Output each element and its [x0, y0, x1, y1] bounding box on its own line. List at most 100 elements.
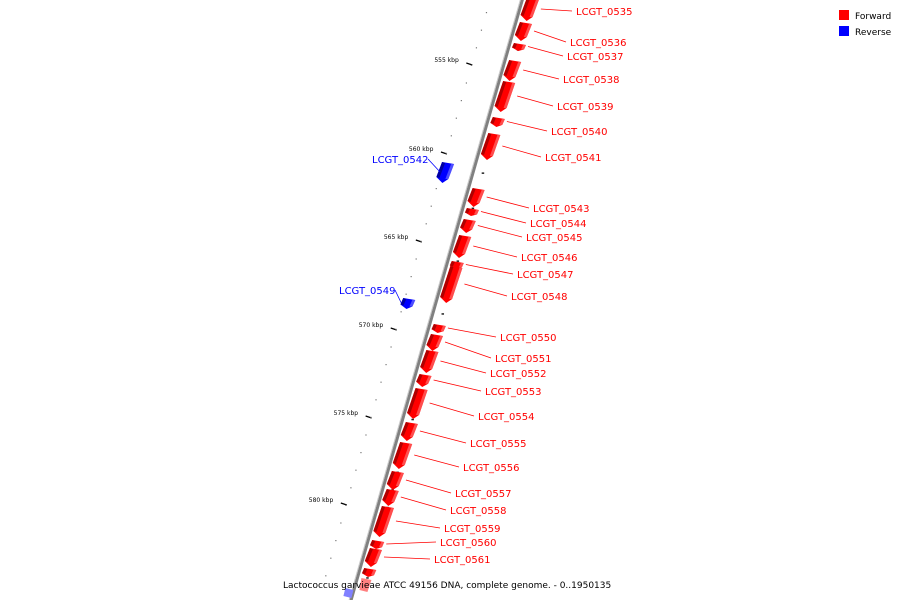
gene-feature[interactable] — [512, 43, 527, 51]
minor-tick — [445, 152, 447, 154]
minor-tick — [345, 504, 347, 506]
label-leader — [433, 379, 482, 392]
gene-feature[interactable] — [494, 81, 516, 112]
gene-label[interactable]: LCGT_0553 — [485, 387, 542, 398]
major-tick — [340, 502, 347, 506]
legend-forward-swatch — [839, 10, 849, 20]
gene-shade — [382, 489, 390, 501]
minor-tick — [455, 117, 457, 119]
gene-feature[interactable] — [373, 506, 394, 537]
label-leader — [447, 327, 497, 338]
gene-label[interactable]: LCGT_0549 — [339, 286, 396, 297]
gene-label[interactable]: LCGT_0535 — [576, 7, 633, 18]
label-leader — [527, 46, 564, 57]
gene-label[interactable]: LCGT_0539 — [557, 102, 614, 113]
gene-label[interactable]: LCGT_0542 — [372, 155, 429, 166]
gene-feature[interactable] — [382, 489, 399, 506]
minor-tick — [340, 522, 342, 524]
gene-label[interactable]: LCGT_0560 — [440, 538, 497, 549]
gene-label[interactable]: LCGT_0546 — [521, 253, 578, 264]
minor-tick — [420, 240, 422, 242]
gene-feature[interactable] — [490, 117, 505, 127]
gene-shade — [392, 442, 404, 464]
minor-tick-right — [441, 313, 445, 315]
gene-label[interactable]: LCGT_0557 — [455, 489, 512, 500]
label-leader — [480, 211, 527, 224]
gene-label[interactable]: LCGT_0538 — [563, 75, 620, 86]
gene-label[interactable]: LCGT_0540 — [551, 127, 608, 138]
gene-body — [392, 442, 413, 469]
gene-feature[interactable] — [436, 162, 455, 183]
tick-label: 565 kbp — [384, 234, 409, 241]
label-leader — [414, 454, 460, 468]
gene-shade — [503, 60, 513, 76]
gene-highlight — [370, 570, 377, 576]
gene-label[interactable]: LCGT_0555 — [470, 439, 527, 450]
gene-feature[interactable] — [400, 422, 418, 441]
gene-feature[interactable] — [480, 133, 501, 160]
gene-feature[interactable] — [514, 22, 533, 41]
gene-highlight — [523, 24, 533, 37]
legend-reverse-swatch — [839, 26, 849, 36]
minor-tick-right — [411, 418, 414, 421]
legend-reverse-label: Reverse — [855, 28, 892, 38]
gene-shade — [416, 374, 423, 383]
gene-label[interactable]: LCGT_0537 — [567, 52, 624, 63]
minor-tick — [410, 276, 412, 278]
gene-feature[interactable] — [400, 298, 416, 309]
gene-label[interactable]: LCGT_0543 — [533, 204, 590, 215]
gene-feature[interactable] — [361, 568, 377, 577]
label-leader — [533, 30, 567, 43]
gene-label[interactable]: LCGT_0536 — [570, 38, 627, 49]
gene-feature[interactable] — [416, 374, 432, 387]
gene-shade — [407, 388, 419, 414]
label-leader — [517, 95, 554, 107]
gene-label[interactable]: LCGT_0559 — [444, 524, 501, 535]
gene-label[interactable]: LCGT_0558 — [450, 506, 507, 517]
gene-shade — [460, 219, 467, 229]
gene-feature[interactable] — [369, 540, 385, 549]
gene-label[interactable]: LCGT_0561 — [434, 555, 491, 566]
gene-label[interactable]: LCGT_0548 — [511, 292, 568, 303]
gene-label[interactable]: LCGT_0554 — [478, 412, 535, 423]
gene-feature[interactable] — [386, 471, 404, 490]
gene-feature[interactable] — [426, 334, 444, 351]
gene-label[interactable]: LCGT_0556 — [463, 463, 520, 474]
gene-feature[interactable] — [440, 266, 463, 303]
gene-label[interactable]: LCGT_0551 — [495, 354, 552, 365]
gene-label[interactable]: LCGT_0550 — [500, 333, 557, 344]
gene-feature[interactable] — [431, 324, 446, 333]
gene-feature[interactable] — [407, 388, 428, 419]
gene-labels: LCGT_0535 LCGT_0536 LCGT_0537 LCGT_0538 LCGT… — [339, 7, 633, 566]
label-leader — [477, 225, 523, 238]
gene-feature[interactable] — [460, 219, 476, 233]
tick-label: 575 kbp — [334, 410, 359, 417]
gene-highlight — [429, 352, 439, 369]
gene-feature[interactable] — [503, 60, 522, 81]
gene-shade — [449, 261, 455, 267]
gene-feature[interactable] — [467, 188, 485, 207]
minor-tick — [365, 434, 367, 436]
gene-label[interactable]: LCGT_0552 — [490, 369, 547, 380]
gene-feature[interactable] — [364, 548, 382, 567]
gene-highlight — [401, 444, 413, 465]
gene-label[interactable]: LCGT_0545 — [526, 233, 583, 244]
label-leader — [429, 402, 475, 417]
gene-label[interactable]: LCGT_0544 — [530, 219, 587, 230]
gene-label[interactable]: LCGT_0547 — [517, 270, 574, 281]
gene-feature[interactable] — [520, 0, 539, 21]
gene-feature[interactable] — [392, 442, 413, 469]
gene-highlight — [395, 473, 404, 486]
gene-shade — [361, 568, 368, 575]
gene-shade — [386, 471, 395, 485]
label-leader — [400, 496, 447, 511]
label-leader — [540, 8, 573, 12]
gene-feature[interactable] — [420, 350, 439, 373]
gene-label[interactable]: LCGT_0541 — [545, 153, 602, 164]
gene-highlight — [503, 83, 516, 108]
gene-feature[interactable] — [452, 235, 472, 258]
gene-shade — [494, 81, 507, 107]
gene-feature[interactable] — [464, 208, 479, 216]
gene-highlight — [512, 62, 522, 77]
gene-highlight — [382, 508, 394, 533]
